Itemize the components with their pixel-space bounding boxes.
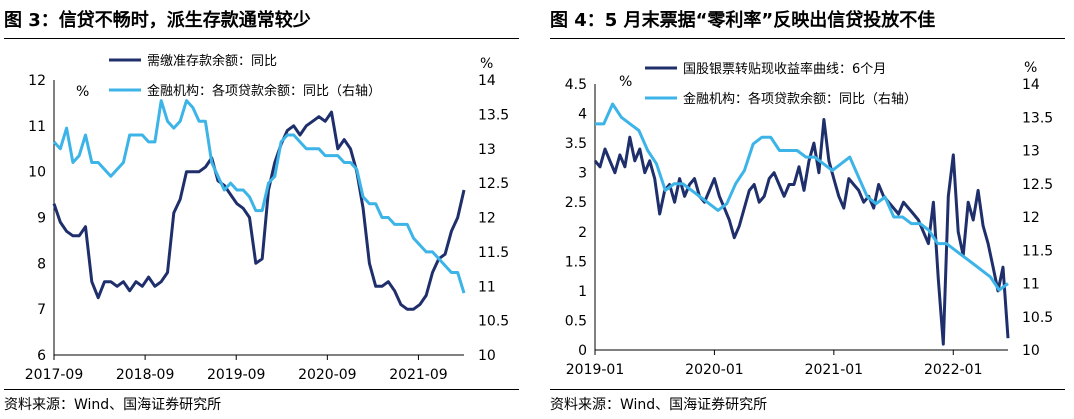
y-tick-label-right: 10.5 [478,314,509,330]
x-tick-label: 2020-09 [298,367,357,383]
y-tick-label-right: 13 [1022,144,1040,160]
source-note: 资料来源：Wind、国海证券研究所 [4,397,222,413]
title-rule [4,38,519,39]
x-tick-label: 2021-01 [805,362,864,378]
x-tick-label: 2021-09 [389,367,448,383]
y-tick-label-left: 12 [28,73,46,89]
left-axis-unit: % [619,74,632,90]
y-tick-label-left: 9 [37,211,46,227]
y-tick-label-left: 11 [28,119,46,135]
bottom-rule [550,389,1065,390]
right-axis-unit: % [480,56,493,72]
x-tick-label: 2017-09 [25,367,84,383]
panel-deposit-chart: 图 3：信贷不畅时，派生存款通常较少 6 7 8 9 10 11 12 10 10.5 11 11.… [4,0,524,419]
series-line-secondary [595,102,1009,292]
y-tick-label-left: 7 [37,302,46,318]
x-tick-label: 2022-01 [924,362,983,378]
x-tick-label: 2020-01 [685,362,744,378]
series-line-secondary [52,99,466,294]
y-tick-label-left: 3.5 [565,136,587,152]
y-tick-label-left: 4.5 [565,77,587,93]
panel-bill-rate-chart: 图 4：5 月末票据“零利率”反映出信贷投放不佳 0 0.5 1 1.5 2 2.5 3 3.… [550,0,1070,419]
series-line-primary [593,118,1010,346]
y-tick-label-left: 1.5 [565,254,587,270]
y-tick-label-right: 12.5 [478,176,509,192]
legend-label: 需缴准存款余额：同比 [147,53,277,69]
y-tick-label-right: 10 [1022,343,1040,359]
legend-label: 国股银票转贴现收益率曲线：6个月 [683,61,886,77]
legend-label: 金融机构：各项贷款余额：同比（右轴） [683,91,917,107]
y-tick-label-left: 4 [578,107,587,123]
legend-label: 金融机构：各项贷款余额：同比（右轴） [147,83,381,99]
chart-deposit-vs-loan: 6 7 8 9 10 11 12 10 10.5 11 11.5 12 12.5 13 13.5 14%% 20… [25,53,509,383]
x-tick-label: 2019-09 [207,367,266,383]
y-tick-label-right: 12.5 [1022,177,1053,193]
chart-bill-rate-vs-loan: 00.511.522.533.544.51010.51111.51212.513… [565,60,1053,378]
y-tick-label-left: 0.5 [565,313,587,329]
y-tick-label-right: 14 [1022,77,1040,93]
figure-4-title: 图 4：5 月末票据“零利率”反映出信贷投放不佳 [550,10,936,31]
y-tick-label-right: 11 [478,279,496,295]
title-rule [550,38,1065,39]
y-tick-label-left: 3 [578,166,587,182]
y-tick-label-left: 2.5 [565,195,587,211]
y-tick-label-right: 10 [478,348,496,364]
y-tick-label-right: 13 [478,142,496,158]
y-tick-label-left: 6 [37,348,46,364]
y-tick-label-left: 2 [578,225,587,241]
y-tick-label-right: 12 [1022,210,1040,226]
y-tick-label-left: 8 [37,256,46,272]
source-note: 资料来源：Wind、国海证券研究所 [550,397,768,413]
x-tick-label: 2018-09 [116,367,175,383]
y-tick-label-right: 11 [1022,277,1040,293]
x-tick-label: 2019-01 [566,362,625,378]
y-tick-label-right: 10.5 [1022,310,1053,326]
figure-3-title: 图 3：信贷不畅时，派生存款通常较少 [4,10,311,31]
y-tick-label-right: 13.5 [478,107,509,123]
y-tick-label-right: 14 [478,73,496,89]
y-tick-label-right: 13.5 [1022,110,1053,126]
y-tick-label-left: 10 [28,165,46,181]
y-tick-label-right: 11.5 [1022,243,1053,259]
bottom-rule [4,389,519,390]
right-axis-unit: % [1024,60,1037,76]
y-tick-label-left: 0 [578,343,587,359]
series-line-primary [52,110,466,311]
y-tick-label-right: 12 [478,211,496,227]
y-tick-label-left: 1 [578,284,587,300]
y-tick-label-right: 11.5 [478,245,509,261]
left-axis-unit: % [76,84,89,100]
